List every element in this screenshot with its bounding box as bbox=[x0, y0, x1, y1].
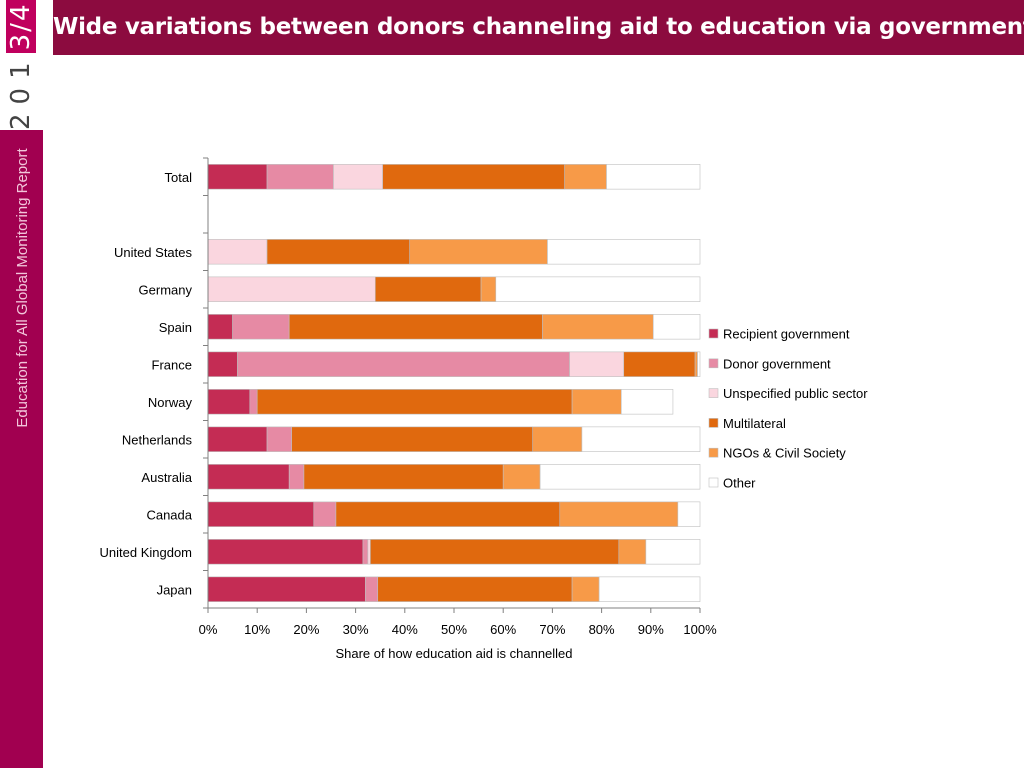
x-tick-label: 100% bbox=[683, 622, 717, 637]
bar-spain-multilateral bbox=[288, 314, 543, 340]
bar-united-kingdom-donor-government bbox=[362, 539, 369, 565]
page-title: Wide variations between donors channelin… bbox=[53, 14, 1024, 40]
x-tick-label: 0% bbox=[199, 622, 218, 637]
bar-spain-ngos-and-civil-society bbox=[542, 314, 654, 340]
bar-netherlands-other bbox=[581, 426, 701, 452]
bar-spain-donor-government bbox=[232, 314, 290, 340]
bar-united-states-other bbox=[547, 239, 701, 265]
bar-japan-multilateral bbox=[377, 576, 573, 602]
category-label-australia: Australia bbox=[141, 470, 192, 485]
legend-swatch-other bbox=[708, 477, 719, 488]
bar-norway-recipient-government bbox=[207, 389, 251, 415]
x-tick-label: 90% bbox=[638, 622, 664, 637]
bar-total-other bbox=[606, 164, 701, 190]
bar-total-multilateral bbox=[382, 164, 565, 190]
category-label-canada: Canada bbox=[146, 507, 192, 522]
x-tick-label: 50% bbox=[441, 622, 467, 637]
bar-total-ngos-and-civil-society bbox=[564, 164, 607, 190]
bar-australia-recipient-government bbox=[207, 464, 290, 490]
category-label-united-states: United States bbox=[114, 245, 193, 260]
bar-total-donor-government bbox=[266, 164, 334, 190]
bar-france-donor-government bbox=[237, 351, 570, 377]
bar-united-kingdom-multilateral bbox=[370, 539, 620, 565]
legend-label-multilateral: Multilateral bbox=[723, 416, 786, 431]
bar-france-multilateral bbox=[623, 351, 696, 377]
legend-label-donor-government: Donor government bbox=[723, 356, 831, 371]
bar-spain-other bbox=[652, 314, 701, 340]
category-label-spain: Spain bbox=[159, 320, 192, 335]
bar-total-unspecified-public-sector bbox=[333, 164, 383, 190]
bar-australia-other bbox=[539, 464, 701, 490]
legend-label-ngos-and-civil-society: NGOs & Civil Society bbox=[723, 446, 846, 461]
bar-germany-unspecified-public-sector bbox=[207, 276, 376, 302]
bar-united-states-unspecified-public-sector bbox=[207, 239, 268, 265]
report-logo: 2013/4 bbox=[0, 0, 43, 130]
bar-norway-other bbox=[620, 389, 674, 415]
category-label-united-kingdom: United Kingdom bbox=[100, 545, 193, 560]
bar-canada-donor-government bbox=[313, 501, 337, 527]
legend-swatch-donor-government bbox=[708, 358, 719, 369]
bar-japan-donor-government bbox=[365, 576, 379, 602]
bar-netherlands-recipient-government bbox=[207, 426, 268, 452]
bar-united-kingdom-other bbox=[645, 539, 701, 565]
bar-canada-recipient-government bbox=[207, 501, 315, 527]
title-bar: Wide variations between donors channelin… bbox=[53, 0, 1024, 55]
bar-france-unspecified-public-sector bbox=[569, 351, 625, 377]
bar-norway-ngos-and-civil-society bbox=[571, 389, 622, 415]
x-tick-label: 30% bbox=[343, 622, 369, 637]
legend-label-recipient-government: Recipient government bbox=[723, 327, 850, 342]
category-label-germany: Germany bbox=[139, 282, 193, 297]
bar-united-kingdom-ngos-and-civil-society bbox=[618, 539, 647, 565]
bar-total-recipient-government bbox=[207, 164, 268, 190]
bar-norway-donor-government bbox=[249, 389, 258, 415]
x-tick-label: 10% bbox=[244, 622, 270, 637]
bar-australia-multilateral bbox=[303, 464, 504, 490]
sidebar: 2013/4 Education for All Global Monitori… bbox=[0, 0, 43, 768]
x-tick-label: 60% bbox=[490, 622, 516, 637]
bar-united-states-ngos-and-civil-society bbox=[409, 239, 548, 265]
legend-label-unspecified-public-sector: Unspecified public sector bbox=[723, 386, 868, 401]
bar-canada-other bbox=[677, 501, 701, 527]
bar-australia-ngos-and-civil-society bbox=[502, 464, 541, 490]
bar-france-ngos-and-civil-society bbox=[694, 351, 698, 377]
legend-swatch-ngos-and-civil-society bbox=[708, 447, 719, 458]
category-label-france: France bbox=[152, 357, 192, 372]
x-tick-label: 40% bbox=[392, 622, 418, 637]
category-label-japan: Japan bbox=[157, 582, 192, 597]
legend-swatch-unspecified-public-sector bbox=[708, 388, 719, 398]
bar-germany-multilateral bbox=[374, 276, 482, 302]
x-tick-label: 80% bbox=[589, 622, 615, 637]
bar-united-states-multilateral bbox=[266, 239, 411, 265]
bar-australia-donor-government bbox=[288, 464, 305, 490]
bar-france-other bbox=[697, 351, 701, 377]
bar-germany-other bbox=[495, 276, 701, 302]
category-label-norway: Norway bbox=[148, 395, 193, 410]
bar-united-kingdom-recipient-government bbox=[207, 539, 364, 565]
bar-netherlands-ngos-and-civil-society bbox=[532, 426, 583, 452]
legend-label-other: Other bbox=[723, 476, 756, 491]
legend-swatch-recipient-government bbox=[708, 328, 719, 339]
bar-canada-ngos-and-civil-society bbox=[559, 501, 679, 527]
category-label-netherlands: Netherlands bbox=[122, 432, 193, 447]
category-label-total: Total bbox=[165, 170, 193, 185]
bar-norway-multilateral bbox=[256, 389, 573, 415]
bar-france-recipient-government bbox=[207, 351, 238, 377]
bar-japan-recipient-government bbox=[207, 576, 366, 602]
x-tick-label: 70% bbox=[539, 622, 565, 637]
bar-japan-other bbox=[598, 576, 701, 602]
bar-spain-recipient-government bbox=[207, 314, 233, 340]
x-tick-label: 20% bbox=[293, 622, 319, 637]
x-axis-title: Share of how education aid is channelled bbox=[335, 646, 572, 661]
bar-canada-multilateral bbox=[335, 501, 561, 527]
bar-united-kingdom-unspecified-public-sector bbox=[367, 539, 371, 565]
bar-germany-ngos-and-civil-society bbox=[480, 276, 497, 302]
bar-netherlands-multilateral bbox=[291, 426, 534, 452]
bar-japan-ngos-and-civil-society bbox=[571, 576, 600, 602]
bar-netherlands-donor-government bbox=[266, 426, 292, 452]
legend-swatch-multilateral bbox=[708, 418, 719, 428]
